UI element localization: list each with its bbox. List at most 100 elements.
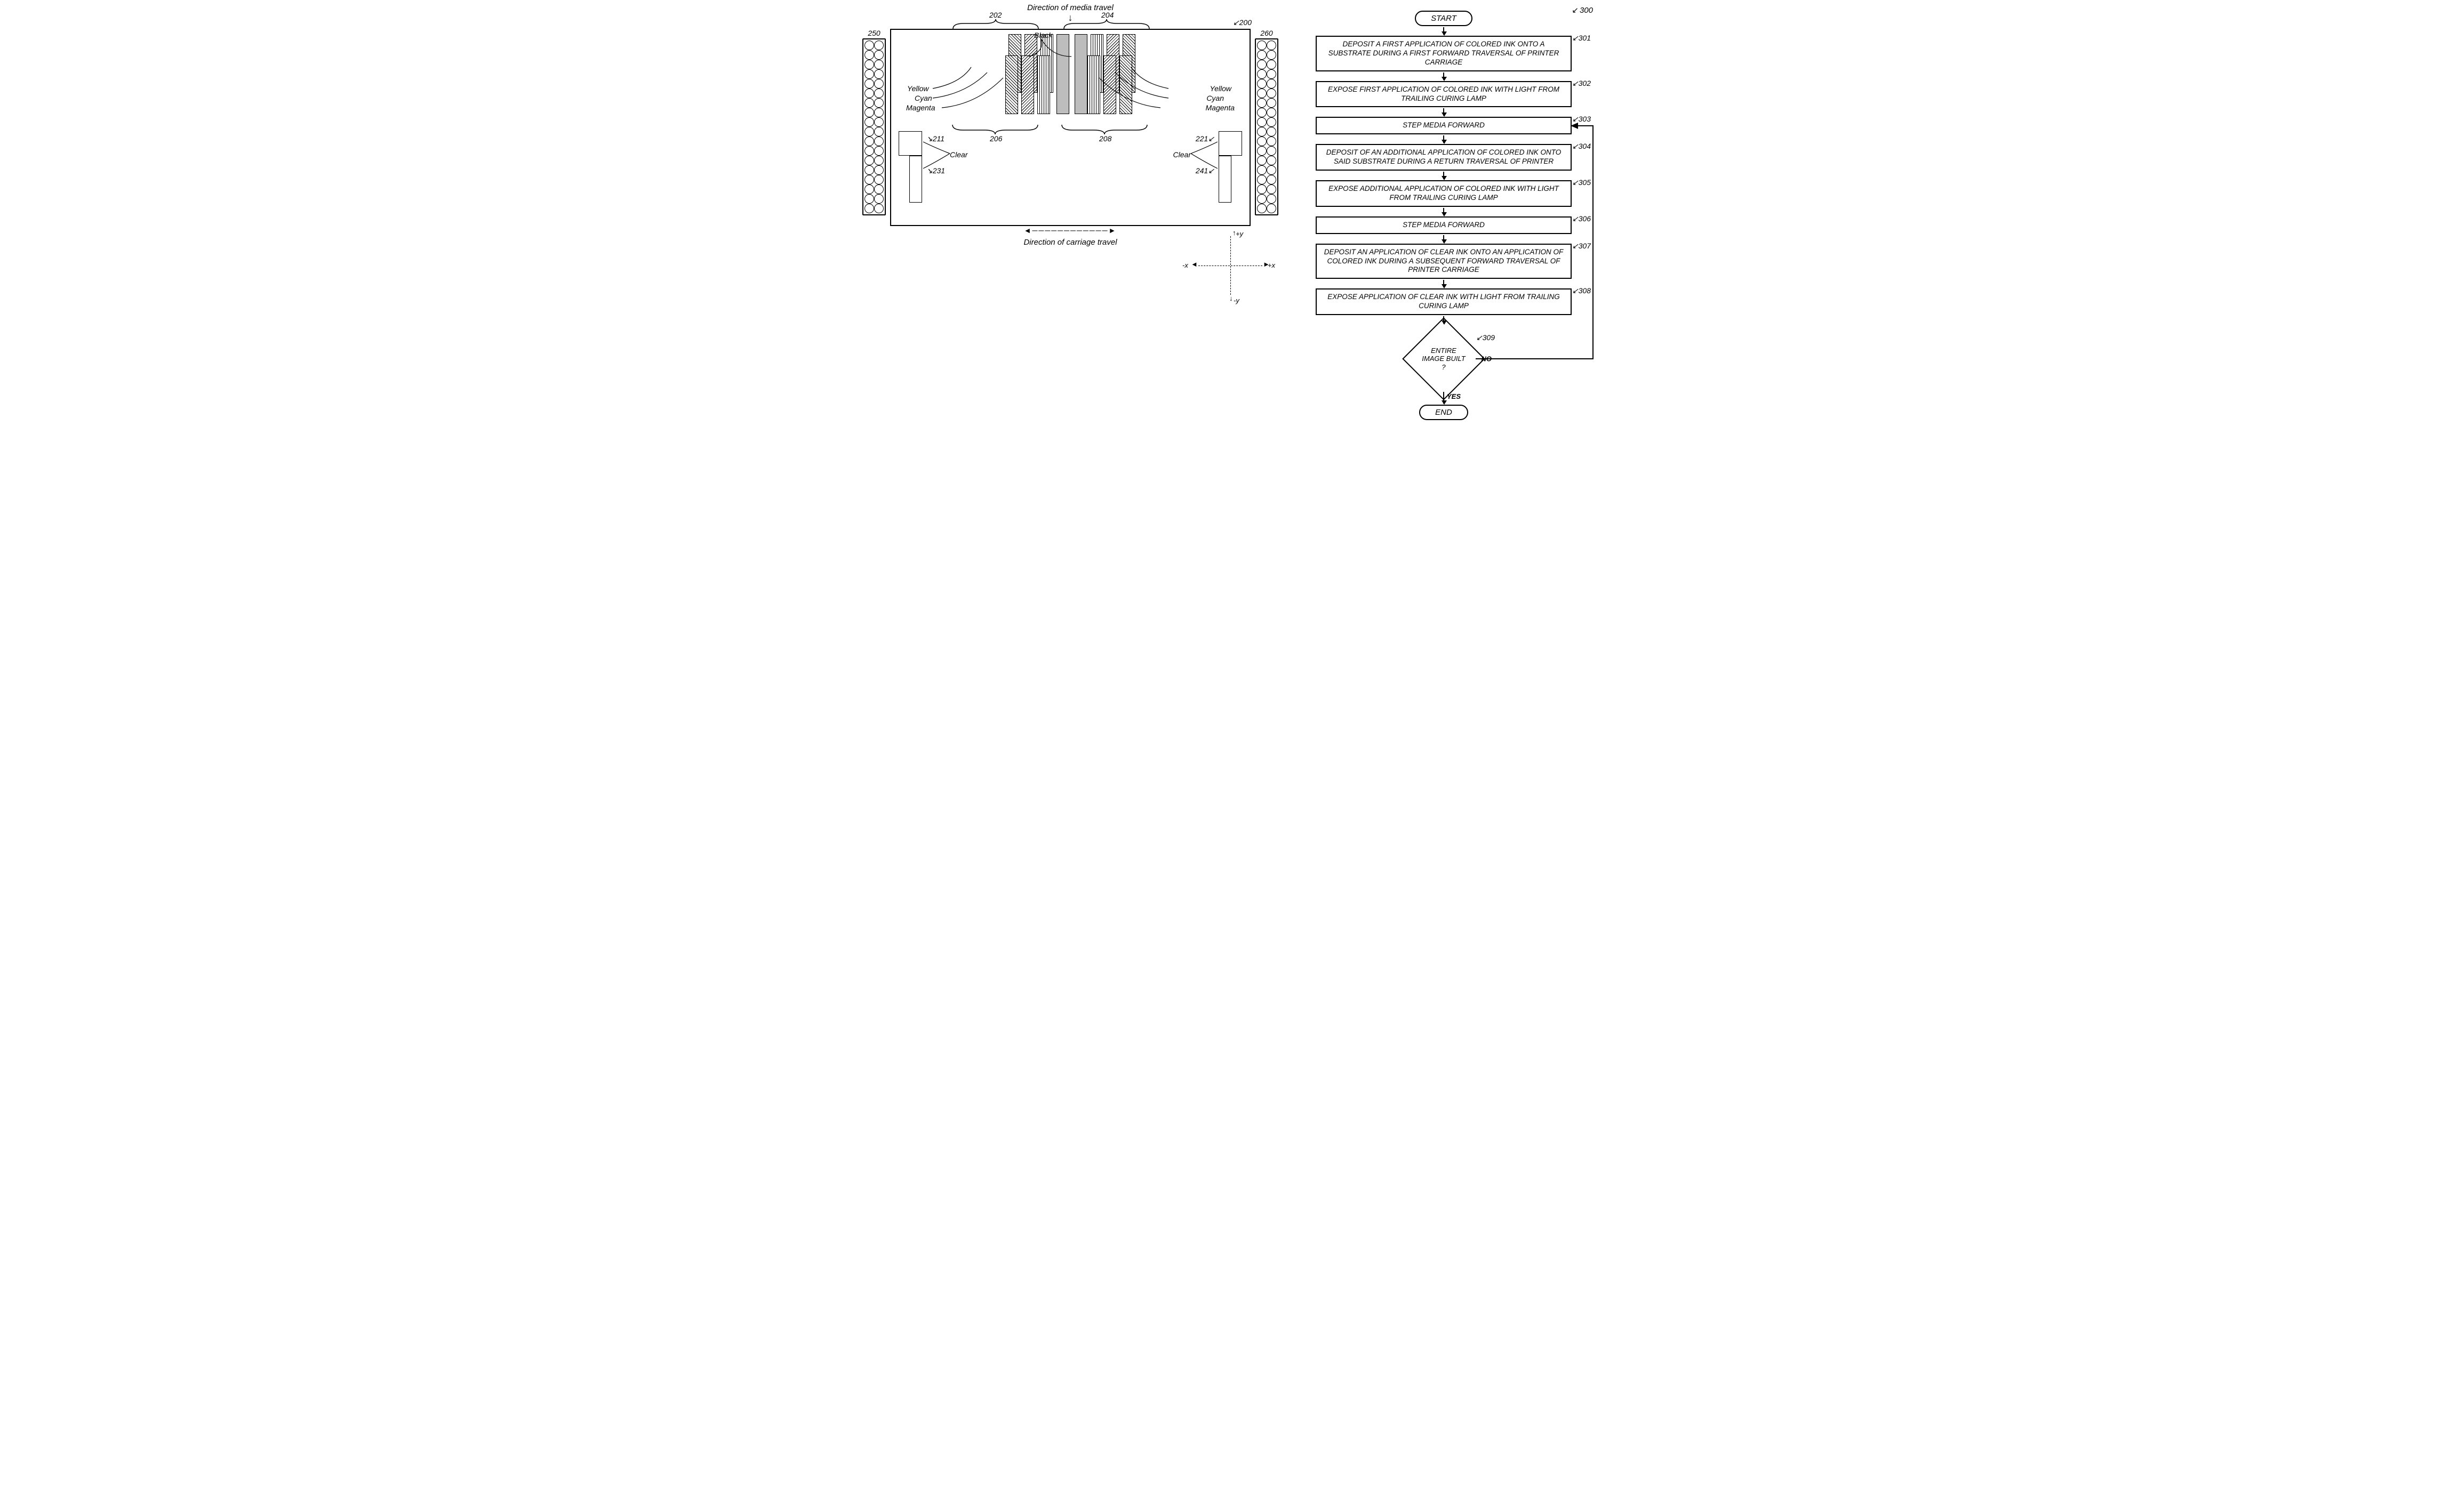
ref-307: ↙307 (1572, 242, 1591, 251)
lamp-bulb (864, 127, 874, 136)
lamp-bulb (874, 184, 884, 194)
lamp-bulb (1257, 127, 1267, 136)
lamp-bulb (1267, 41, 1276, 50)
arrow-icon (1443, 392, 1444, 404)
page: 202 204 Direction of media travel ↓ 250 … (11, 11, 2439, 420)
lamp-bulb (874, 41, 884, 50)
carriage-body: ↙200 (890, 29, 1251, 226)
lamp-bulb (1267, 69, 1276, 79)
ref-308: ↙308 (1572, 286, 1591, 296)
axis-py: +y (1236, 230, 1243, 238)
figure-flowchart: 300 START DEPOSIT A FIRST APPLICATION OF… (1300, 11, 1588, 420)
flowchart: START DEPOSIT A FIRST APPLICATION OF COL… (1300, 11, 1588, 420)
process-step-304: DEPOSIT OF AN ADDITIONAL APPLICATION OF … (1316, 144, 1572, 171)
label-yellow-l: Yellow (907, 84, 928, 93)
lamp-bulb (874, 127, 884, 136)
decision-yes-label: YES (1447, 392, 1461, 400)
lamp-bulb (864, 50, 874, 60)
lamp-bulb (1267, 165, 1276, 175)
lamp-bulb (874, 108, 884, 117)
lamp-bulb (864, 156, 874, 165)
label-magenta-l: Magenta (906, 103, 935, 112)
lamp-bulb (874, 69, 884, 79)
lamp-bulb (1257, 108, 1267, 117)
ref-302: ↙302 (1572, 79, 1591, 89)
lamp-bulb (1267, 79, 1276, 89)
axis-nx: -x (1182, 261, 1188, 269)
lamp-bulb (1267, 127, 1276, 136)
lamp-bulb (864, 98, 874, 108)
lamp-bulb (1267, 194, 1276, 204)
lamp-bulb (1267, 175, 1276, 184)
lamp-bulb (874, 146, 884, 156)
process-step-305: EXPOSE ADDITIONAL APPLICATION OF COLORED… (1316, 180, 1572, 207)
left-stage: 250 ↙200 (862, 29, 1278, 226)
ref-306: ↙306 (1572, 214, 1591, 224)
axis-ny: -y (1234, 296, 1239, 304)
arrow-icon (1443, 108, 1444, 116)
ref-309: ↙309 (1476, 333, 1495, 342)
lamp-bulb (1257, 175, 1267, 184)
ref-304: ↙304 (1572, 142, 1591, 151)
lamp-bulb (1257, 146, 1267, 156)
clear-leader-l (923, 142, 966, 168)
media-travel-arrow: ↓ (862, 13, 1278, 22)
decision-309: ENTIRE IMAGE BUILT ? ↙309 YES NO (1412, 327, 1476, 391)
process-step-307: DEPOSIT AN APPLICATION OF CLEAR INK ONTO… (1316, 244, 1572, 279)
lamp-bulb (864, 108, 874, 117)
media-travel-label: Direction of media travel (862, 3, 1278, 12)
terminator-end: END (1419, 405, 1468, 420)
lamp-bulb (864, 136, 874, 146)
lamp-bulb (1257, 98, 1267, 108)
lamp-bulb (874, 89, 884, 98)
label-cyan-r: Cyan (1206, 94, 1224, 102)
ref-303: ↙303 (1572, 115, 1591, 124)
lamp-bulb (874, 136, 884, 146)
arrow-icon (1443, 172, 1444, 179)
ref-200: ↙200 (1233, 18, 1252, 27)
lamp-bulb (864, 41, 874, 50)
arrow-icon (1443, 280, 1444, 287)
lamp-bulb (1257, 117, 1267, 127)
lamp-bulb (1267, 146, 1276, 156)
arrow-icon (1443, 73, 1444, 80)
process-step-303: STEP MEDIA FORWARD↙303 (1316, 117, 1572, 134)
lamp-bulb (864, 89, 874, 98)
arrow-icon (1443, 208, 1444, 215)
lamp-bulb (874, 194, 884, 204)
process-step-302: EXPOSE FIRST APPLICATION OF COLORED INK … (1316, 81, 1572, 108)
lamp-bulb (1267, 117, 1276, 127)
lamp-bulb (864, 146, 874, 156)
arrow-icon (1443, 235, 1444, 243)
lamp-bulb (1267, 89, 1276, 98)
label-cyan-l: Cyan (915, 94, 932, 102)
clear-head-241 (1219, 156, 1231, 203)
lamp-bulb (864, 204, 874, 213)
curing-lamp-left (862, 38, 886, 215)
lamp-bulb (1257, 89, 1267, 98)
ref-305: ↙305 (1572, 178, 1591, 188)
ref-301: ↙301 (1572, 34, 1591, 43)
lamp-bulb (864, 184, 874, 194)
clear-leader-r (1175, 142, 1218, 168)
lamp-bulb (1257, 50, 1267, 60)
lamp-bulb (1257, 60, 1267, 69)
lamp-bulb (1257, 165, 1267, 175)
lamp-bulb (1267, 108, 1276, 117)
lamp-bulb (874, 117, 884, 127)
ref-260: 260 (1260, 29, 1272, 37)
ref-250: 250 (868, 29, 880, 37)
lamp-bulb (864, 117, 874, 127)
clear-head-231 (909, 156, 922, 203)
lamp-bulb (1267, 204, 1276, 213)
process-step-308: EXPOSE APPLICATION OF CLEAR INK WITH LIG… (1316, 288, 1572, 315)
carriage-arrow: ◄────────────► (862, 226, 1278, 235)
lamp-bulb (1267, 50, 1276, 60)
lamp-bulb (864, 60, 874, 69)
lamp-bulb (864, 69, 874, 79)
lamp-bulb (1267, 184, 1276, 194)
decision-text: ENTIRE IMAGE BUILT ? (1412, 327, 1476, 391)
lamp-bulb (1257, 69, 1267, 79)
lamp-bulb (874, 98, 884, 108)
lamp-bulb (874, 50, 884, 60)
